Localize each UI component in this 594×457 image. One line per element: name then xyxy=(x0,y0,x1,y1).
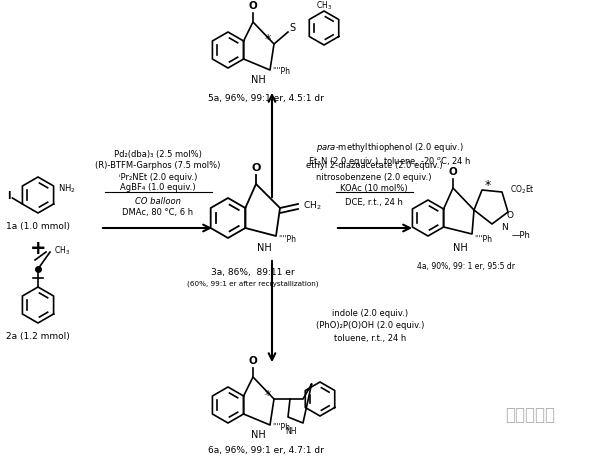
Text: ''''Ph: ''''Ph xyxy=(272,423,290,431)
Text: ''''Ph: ''''Ph xyxy=(272,68,290,76)
Text: ''''Ph: ''''Ph xyxy=(474,235,492,244)
Text: indole (2.0 equiv.): indole (2.0 equiv.) xyxy=(332,308,408,318)
Text: CH$_3$: CH$_3$ xyxy=(316,0,332,12)
Text: O: O xyxy=(251,163,261,173)
Text: N: N xyxy=(501,223,507,233)
Text: *: * xyxy=(485,180,491,192)
Text: Et$_3$N (2.0 equiv.), toluene, -20 $^o$C, 24 h: Et$_3$N (2.0 equiv.), toluene, -20 $^o$C… xyxy=(308,154,472,168)
Text: NH: NH xyxy=(285,426,297,436)
Text: S: S xyxy=(289,23,295,33)
Text: (PhO)₂P(O)OH (2.0 equiv.): (PhO)₂P(O)OH (2.0 equiv.) xyxy=(316,322,424,330)
Text: 手动动手游: 手动动手游 xyxy=(505,406,555,424)
Text: (R)-BTFM-Garphos (7.5 mol%): (R)-BTFM-Garphos (7.5 mol%) xyxy=(95,161,221,170)
Text: DCE, r.t., 24 h: DCE, r.t., 24 h xyxy=(345,198,403,207)
Text: NH$_2$: NH$_2$ xyxy=(58,183,75,195)
Text: —Ph: —Ph xyxy=(512,232,531,240)
Text: O: O xyxy=(249,356,257,366)
Text: 4a, 90%, 99: 1 er, 95:5 dr: 4a, 90%, 99: 1 er, 95:5 dr xyxy=(417,261,515,271)
Text: AgBF₄ (1.0 equiv.): AgBF₄ (1.0 equiv.) xyxy=(120,184,196,192)
Text: 2a (1.2 mmol): 2a (1.2 mmol) xyxy=(6,333,70,341)
Text: ⁱPr₂NEt (2.0 equiv.): ⁱPr₂NEt (2.0 equiv.) xyxy=(119,172,197,181)
Text: I: I xyxy=(7,191,10,201)
Text: +: + xyxy=(30,239,46,257)
Text: $\it{para}$-methylthiophenol (2.0 equiv.): $\it{para}$-methylthiophenol (2.0 equiv.… xyxy=(316,142,464,154)
Text: CH$_3$: CH$_3$ xyxy=(54,245,70,257)
Text: *: * xyxy=(265,33,271,47)
Text: Pd₂(dba)₃ (2.5 mol%): Pd₂(dba)₃ (2.5 mol%) xyxy=(114,150,202,159)
Text: NH: NH xyxy=(251,430,266,440)
Text: NH: NH xyxy=(257,243,271,253)
Text: ethyl 2-diazoacetate (2.0 equiv.): ethyl 2-diazoacetate (2.0 equiv.) xyxy=(306,161,443,170)
Text: (60%, 99:1 er after recrystallization): (60%, 99:1 er after recrystallization) xyxy=(187,281,319,287)
Text: 1a (1.0 mmol): 1a (1.0 mmol) xyxy=(6,223,70,232)
Text: O: O xyxy=(249,1,257,11)
Text: ''''Ph: ''''Ph xyxy=(278,235,296,244)
Text: O: O xyxy=(448,167,457,177)
Text: NH: NH xyxy=(453,243,467,253)
Text: CO balloon: CO balloon xyxy=(135,197,181,207)
Text: CO$_2$Et: CO$_2$Et xyxy=(510,184,535,196)
Text: 3a, 86%,  89:11 er: 3a, 86%, 89:11 er xyxy=(211,269,295,277)
Text: KOAc (10 mol%): KOAc (10 mol%) xyxy=(340,184,408,192)
Text: NH: NH xyxy=(251,75,266,85)
Text: toluene, r.t., 24 h: toluene, r.t., 24 h xyxy=(334,335,406,344)
Text: nitrosobenzene (2.0 equiv.): nitrosobenzene (2.0 equiv.) xyxy=(316,172,432,181)
Text: CH$_2$: CH$_2$ xyxy=(303,200,321,212)
Text: 5a, 96%, 99:1 er, 4.5:1 dr: 5a, 96%, 99:1 er, 4.5:1 dr xyxy=(208,94,324,102)
Text: DMAc, 80 °C, 6 h: DMAc, 80 °C, 6 h xyxy=(122,208,194,218)
Text: 6a, 96%, 99:1 er, 4.7:1 dr: 6a, 96%, 99:1 er, 4.7:1 dr xyxy=(208,446,324,456)
Text: *: * xyxy=(265,388,271,402)
Text: O: O xyxy=(507,212,513,220)
